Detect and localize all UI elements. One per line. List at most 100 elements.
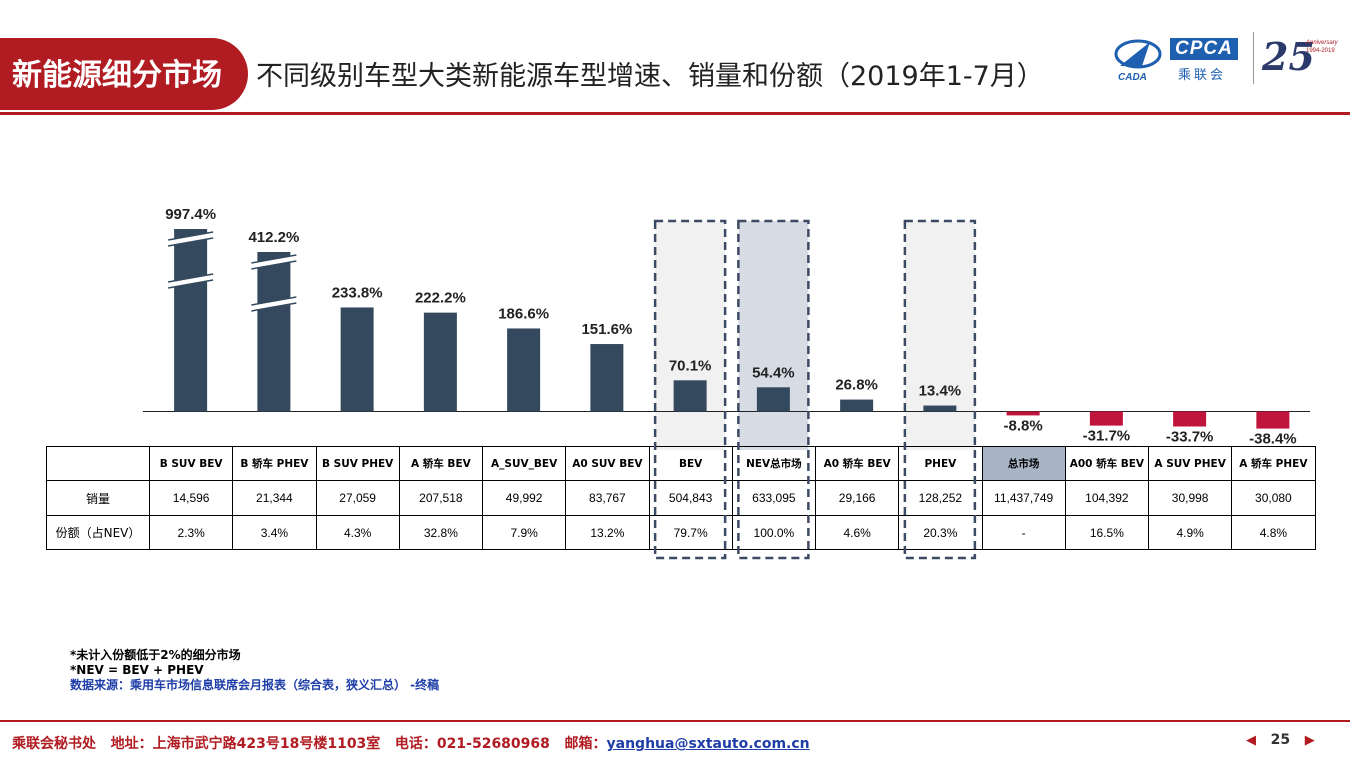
axis-break-mark <box>167 231 214 241</box>
table-row: 份额（占NEV） 2.3% 3.4% 4.3% 32.8% 7.9% 13.2% 79.7%… <box>46 515 1316 550</box>
bar-value-label: -38.4% <box>1249 431 1297 448</box>
pager: ◀ 25 ▶ <box>1246 732 1315 748</box>
column-header: A00 轿车 BEV <box>1064 446 1150 481</box>
axis-break-mark <box>167 232 214 246</box>
highlight-box-fill <box>904 221 975 450</box>
column-header: A 轿车 BEV <box>398 446 484 481</box>
axis-break-mark <box>167 273 214 283</box>
table-cell: 504,843 <box>648 480 733 516</box>
anniversary-logo: 25 Anniversary 1994-2019 <box>1262 34 1342 82</box>
table-header-row: B SUV BEV B 轿车 PHEV B SUV PHEV A 轿车 BEV A_SU… <box>46 446 1316 481</box>
column-header: B SUV BEV <box>148 446 234 481</box>
column-header: A0 轿车 BEV <box>814 446 900 481</box>
header: 新能源细分市场 不同级别车型大类新能源车型增速、销量和份额（2019年1-7月）… <box>0 0 1350 115</box>
highlight-layer <box>655 221 975 450</box>
table-cell: 29,166 <box>814 480 900 516</box>
table-cell: 83,767 <box>565 480 650 516</box>
logo-divider <box>1253 32 1254 84</box>
bar <box>1256 411 1290 429</box>
anniversary-number: 25 <box>1262 34 1315 79</box>
row-label-share: 份额（占NEV） <box>46 515 150 550</box>
cada-logo-icon: CADA <box>1114 39 1162 82</box>
column-header: NEV总市场 <box>731 446 817 481</box>
axis-break-mark <box>251 254 297 264</box>
data-source-note: 数据来源：乘用车市场信息联席会月报表（综合表，狭义汇总） -终稿 <box>70 678 440 692</box>
section-label: 新能源细分市场 <box>12 58 222 93</box>
axis-break-mark <box>167 237 214 247</box>
note-line-1: *未计入份额低于2%的细分市场 <box>70 648 241 662</box>
axis-break-mark <box>167 279 214 289</box>
anniversary-years: 1994-2019 <box>1306 48 1335 54</box>
table-cell: 21,344 <box>232 480 317 516</box>
bar <box>1173 411 1207 427</box>
table-cell: - <box>981 515 1066 550</box>
column-header: BEV <box>648 446 733 481</box>
bar <box>340 307 374 412</box>
bar-value-label: -8.8% <box>1004 417 1043 434</box>
bar-value-label: 186.6% <box>498 305 549 322</box>
bar <box>507 328 541 412</box>
table-cell: 30,080 <box>1231 480 1316 516</box>
bar-value-label: 151.6% <box>581 321 632 338</box>
highlight-box-fill <box>738 221 809 450</box>
table-cell: 4.6% <box>814 515 900 550</box>
cada-logo-text: CADA <box>1118 72 1147 82</box>
table-cell: 128,252 <box>898 480 983 516</box>
column-header: A0 SUV BEV <box>565 446 650 481</box>
axis-break-mark <box>251 260 297 270</box>
table-row: 销量 14,596 21,344 27,059 207,518 49,992 83,767… <box>46 480 1316 516</box>
bar <box>590 344 624 412</box>
bar-value-label: -33.7% <box>1166 428 1214 445</box>
table-cell: 7.9% <box>481 515 567 550</box>
bar-value-label: 997.4% <box>165 206 216 223</box>
bar-value-label: 26.8% <box>835 377 878 394</box>
table-cell: 633,095 <box>731 480 817 516</box>
axis-break-mark <box>167 274 214 288</box>
table-cell: 27,059 <box>315 480 400 516</box>
cpca-logo: CADA CPCA 乘联会 <box>1112 36 1247 83</box>
column-header: A 轿车 PHEV <box>1231 446 1316 481</box>
table-cell: 30,998 <box>1147 480 1233 516</box>
column-header: PHEV <box>898 446 983 481</box>
footer-rule <box>0 720 1350 722</box>
bar-value-label: 233.8% <box>332 284 383 301</box>
footer-email-label: 邮箱： <box>564 736 607 752</box>
prev-page-icon[interactable]: ◀ <box>1246 733 1256 748</box>
bar-value-label: 70.1% <box>669 357 712 374</box>
row-label-sales: 销量 <box>46 480 150 516</box>
bar <box>840 399 874 412</box>
table-cell: 207,518 <box>398 480 484 516</box>
bar <box>673 380 707 412</box>
table-cell: 100.0% <box>731 515 817 550</box>
column-header: B 轿车 PHEV <box>232 446 317 481</box>
bar-value-label: 54.4% <box>752 364 795 381</box>
table-corner-cell <box>46 446 150 481</box>
table-cell: 16.5% <box>1064 515 1150 550</box>
axis-break-mark <box>250 297 297 311</box>
header-rule <box>0 112 1350 115</box>
column-header: A_SUV_BEV <box>481 446 567 481</box>
bar <box>1089 411 1123 426</box>
table-cell: 13.2% <box>565 515 650 550</box>
section-tab: 新能源细分市场 <box>0 38 248 110</box>
page-title: 不同级别车型大类新能源车型增速、销量和份额（2019年1-7月） <box>256 61 1044 92</box>
note-line-2: *NEV = BEV + PHEV <box>70 663 204 677</box>
growth-bar-chart: 997.4% 412.2% 233.8% 222.2% 186.6% 151.6% 70.1… <box>143 206 1310 450</box>
cpca-logo-cn: 乘联会 <box>1178 68 1227 83</box>
table-cell: 11,437,749 <box>981 480 1066 516</box>
table-cell: 104,392 <box>1064 480 1150 516</box>
footer-email-link[interactable]: yanghua@sxtauto.com.cn <box>606 736 810 752</box>
bar-value-label: 222.2% <box>415 290 466 307</box>
table-cell: 3.4% <box>232 515 317 550</box>
footer-phone: 电话：021-52680968 <box>394 736 550 752</box>
column-header: 总市场 <box>981 446 1066 481</box>
footer-org: 乘联会秘书处 <box>12 736 96 752</box>
axis-break-mark <box>251 296 297 306</box>
column-header: B SUV PHEV <box>315 446 400 481</box>
table-cell: 32.8% <box>398 515 484 550</box>
data-table: B SUV BEV B 轿车 PHEV B SUV PHEV A 轿车 BEV A_SU… <box>46 446 1316 550</box>
bar <box>756 387 790 412</box>
table-cell: 49,992 <box>481 480 567 516</box>
next-page-icon[interactable]: ▶ <box>1304 733 1315 748</box>
table-cell: 20.3% <box>898 515 983 550</box>
